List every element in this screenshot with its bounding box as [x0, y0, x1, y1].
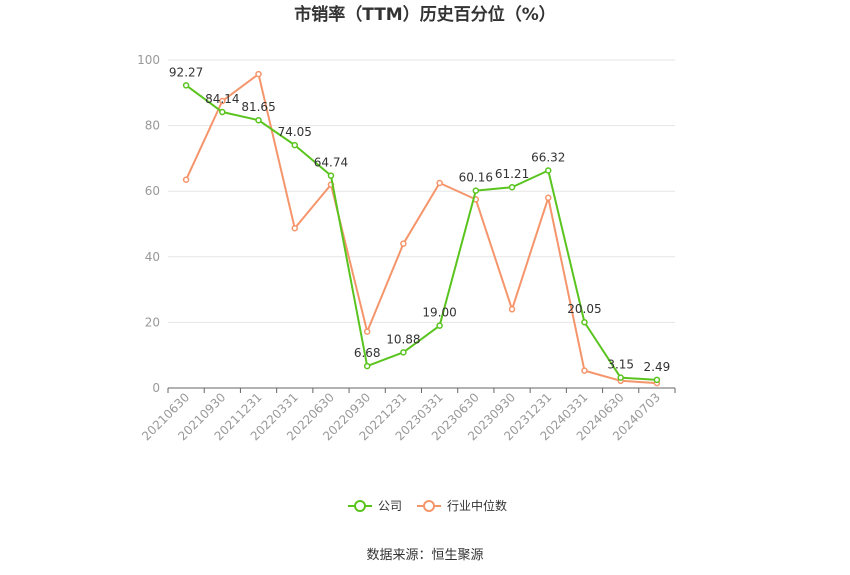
data-point — [545, 167, 552, 174]
y-tick-label: 40 — [145, 250, 160, 264]
series-line-0 — [185, 84, 657, 381]
data-label: 2.49 — [644, 360, 671, 374]
data-label: 81.65 — [241, 100, 275, 114]
data-label: 20.05 — [567, 302, 601, 316]
y-tick-label: 0 — [152, 381, 160, 395]
data-label: 84.14 — [205, 92, 239, 106]
data-point — [255, 70, 262, 78]
data-label: 19.00 — [422, 306, 456, 320]
data-point — [436, 322, 443, 329]
legend-label: 行业中位数 — [447, 498, 507, 513]
legend-marker — [423, 500, 435, 512]
data-label: 10.88 — [386, 332, 420, 346]
data-point — [219, 97, 226, 105]
y-tick-label: 60 — [145, 184, 160, 198]
data-point — [545, 194, 552, 202]
series-line-1 — [185, 73, 657, 385]
legend-marker — [354, 500, 366, 512]
data-point — [400, 240, 407, 247]
data-point — [400, 349, 407, 356]
data-point — [363, 362, 371, 370]
y-tick-label: 80 — [145, 119, 160, 133]
legend[interactable]: 公司 行业中位数 — [348, 498, 507, 513]
data-point — [581, 318, 588, 326]
data-label: 61.21 — [495, 167, 529, 181]
data-point — [182, 82, 190, 89]
data-point — [363, 328, 371, 335]
data-point — [291, 225, 298, 232]
legend-item-1[interactable]: 行业中位数 — [417, 498, 507, 513]
data-point — [436, 179, 443, 187]
y-tick-label: 100 — [137, 53, 160, 67]
data-label: 6.68 — [354, 346, 381, 360]
data-point — [291, 141, 298, 149]
y-tick-label: 20 — [145, 315, 160, 329]
data-point — [327, 172, 335, 179]
legend-item-0[interactable]: 公司 — [348, 499, 402, 513]
data-label: 66.32 — [531, 150, 565, 164]
data-label: 3.15 — [607, 358, 634, 372]
data-point — [182, 176, 190, 183]
data-point — [219, 108, 226, 116]
data-label: 74.05 — [278, 125, 312, 139]
source-note: 数据来源：恒生聚源 — [366, 548, 483, 563]
chart-title: 市销率（TTM）历史百分位（%） — [294, 4, 556, 25]
data-point — [653, 376, 661, 384]
data-label: 60.16 — [459, 171, 493, 185]
data-point — [508, 306, 516, 313]
grid — [168, 59, 675, 323]
x-axis: 2021063020210930202112312022033120220630… — [139, 387, 676, 443]
series-layer — [182, 70, 661, 387]
data-point — [581, 367, 588, 374]
data-label: 92.27 — [169, 65, 203, 79]
data-point — [508, 183, 516, 191]
data-point — [472, 187, 480, 194]
legend-label: 公司 — [378, 499, 402, 513]
data-point — [255, 116, 262, 124]
data-label: 64.74 — [314, 156, 348, 170]
y-axis: 0 20 40 60 80 100 — [137, 53, 160, 395]
data-point — [617, 374, 624, 381]
